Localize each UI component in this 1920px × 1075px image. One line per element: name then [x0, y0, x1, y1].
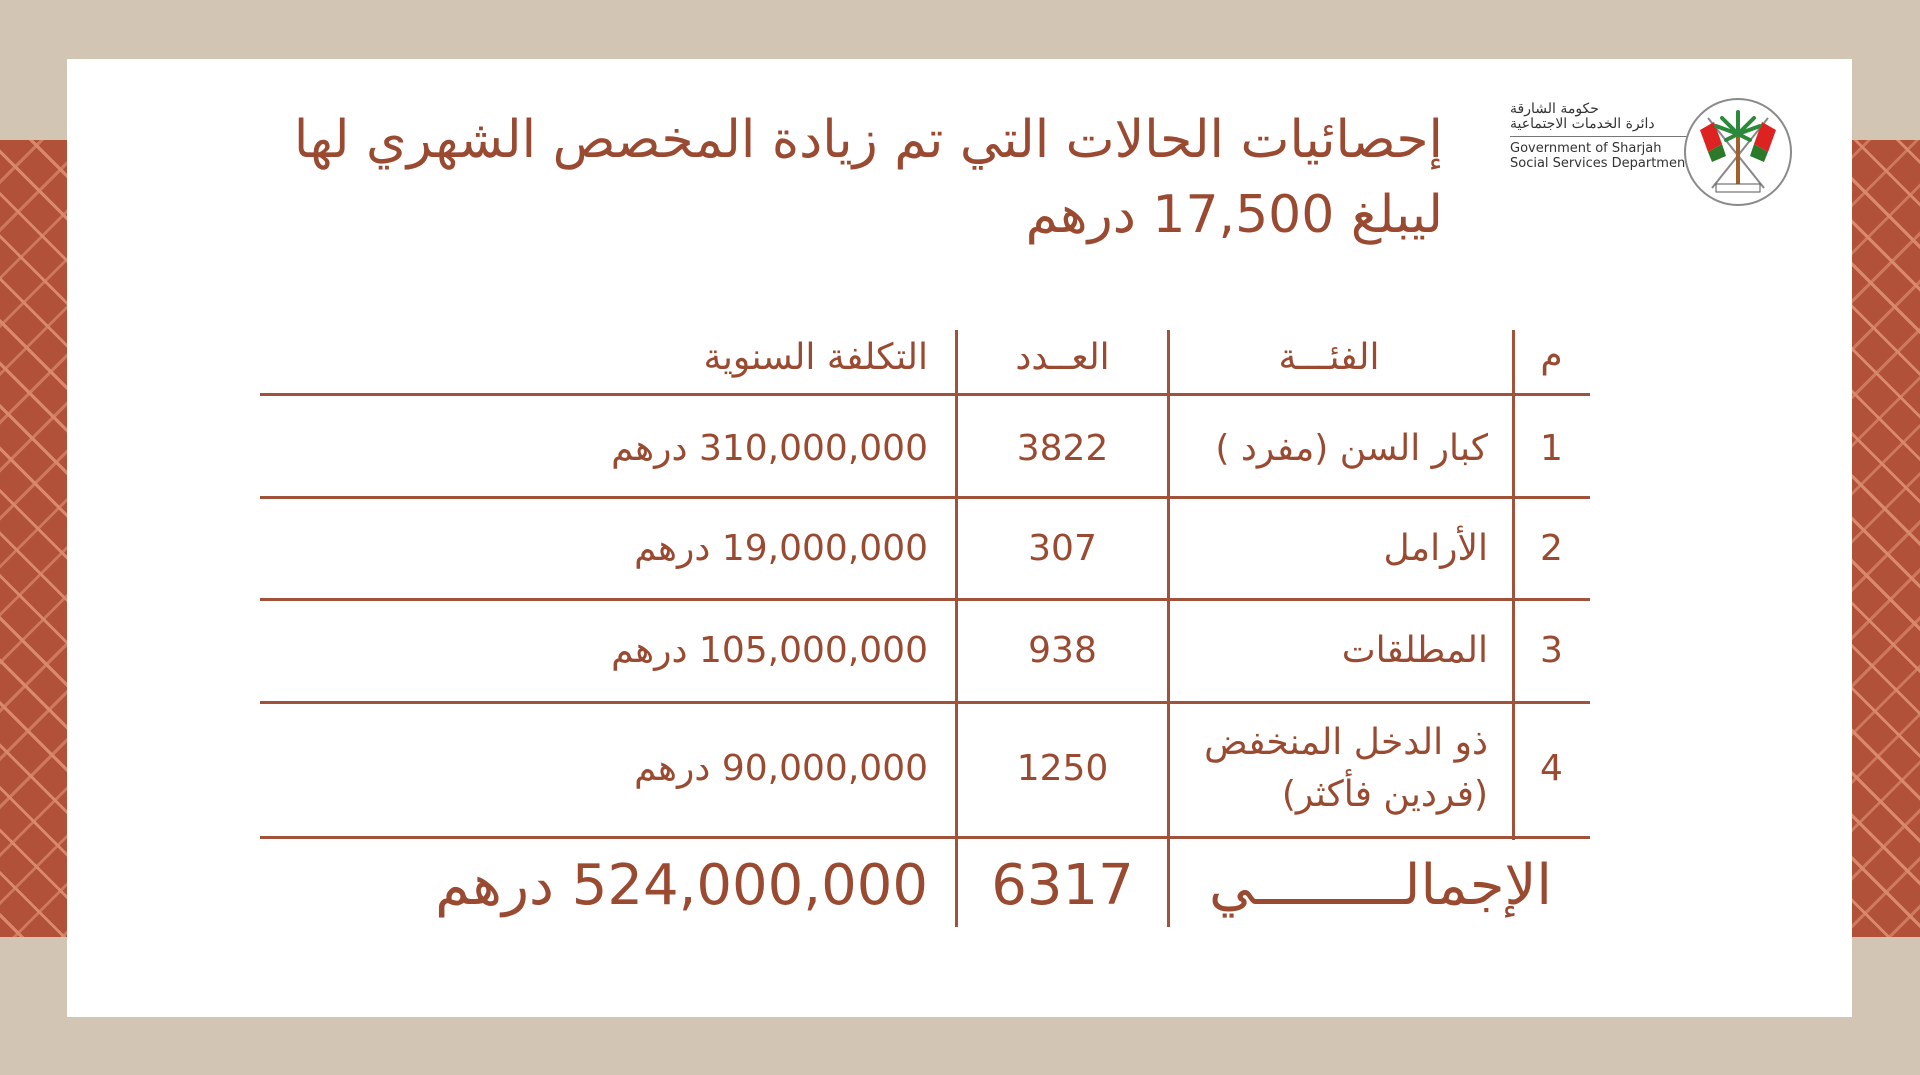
logo-en-line1: Government of Sharjah	[1510, 141, 1662, 156]
header-cost: التكلفة السنوية	[703, 337, 928, 378]
row-category: ذو الدخل المنخفض	[1204, 722, 1488, 763]
total-label: الإجمالـــــــــي	[1209, 853, 1552, 918]
column-divider	[1512, 330, 1515, 840]
slide-panel	[67, 59, 1852, 1017]
logo-ar-line1: حكومة الشارقة	[1510, 101, 1599, 117]
row-cost: 19,000,000 درهم	[634, 528, 928, 569]
total-count: 6317	[991, 853, 1134, 918]
row-category: كبار السن (مفرد )	[1215, 428, 1488, 469]
slide-title-line2: ليبلغ 17,500 درهم	[1025, 185, 1443, 245]
row-divider	[260, 836, 1590, 839]
total-cost: 524,000,000 درهم	[435, 853, 928, 918]
row-count: 1250	[1016, 748, 1109, 789]
row-index: 3	[1540, 630, 1563, 671]
row-count: 307	[1028, 528, 1097, 569]
row-cost: 310,000,000 درهم	[611, 428, 928, 469]
row-cost: 105,000,000 درهم	[611, 630, 928, 671]
sharjah-logo: حكومة الشارقة دائرة الخدمات الاجتماعية G…	[1510, 98, 1830, 208]
column-divider	[955, 330, 958, 927]
logo-arabic: حكومة الشارقة دائرة الخدمات الاجتماعية	[1510, 102, 1695, 137]
row-category: المطلقات	[1341, 630, 1488, 671]
row-divider	[260, 393, 1590, 396]
row-count: 938	[1028, 630, 1097, 671]
row-cost: 90,000,000 درهم	[634, 748, 928, 789]
row-index: 1	[1540, 428, 1563, 469]
row-divider	[260, 598, 1590, 601]
header-category: الفئـــة	[1278, 337, 1380, 378]
header-count: العــدد	[1015, 337, 1110, 378]
row-index: 2	[1540, 528, 1563, 569]
column-divider	[1167, 330, 1170, 927]
header-index: م	[1540, 335, 1563, 376]
row-divider	[260, 701, 1590, 704]
row-category: الأرامل	[1383, 528, 1488, 569]
sharjah-emblem-icon	[1684, 98, 1792, 206]
row-category-line2: (فردين فأكثر)	[1281, 774, 1488, 815]
row-divider	[260, 496, 1590, 499]
row-count: 3822	[1016, 428, 1109, 469]
row-index: 4	[1540, 748, 1563, 789]
logo-ar-line2: دائرة الخدمات الاجتماعية	[1510, 116, 1655, 132]
slide-title-line1: إحصائيات الحالات التي تم زيادة المخصص ال…	[293, 110, 1443, 170]
logo-en-line2: Social Services Department	[1510, 156, 1691, 171]
